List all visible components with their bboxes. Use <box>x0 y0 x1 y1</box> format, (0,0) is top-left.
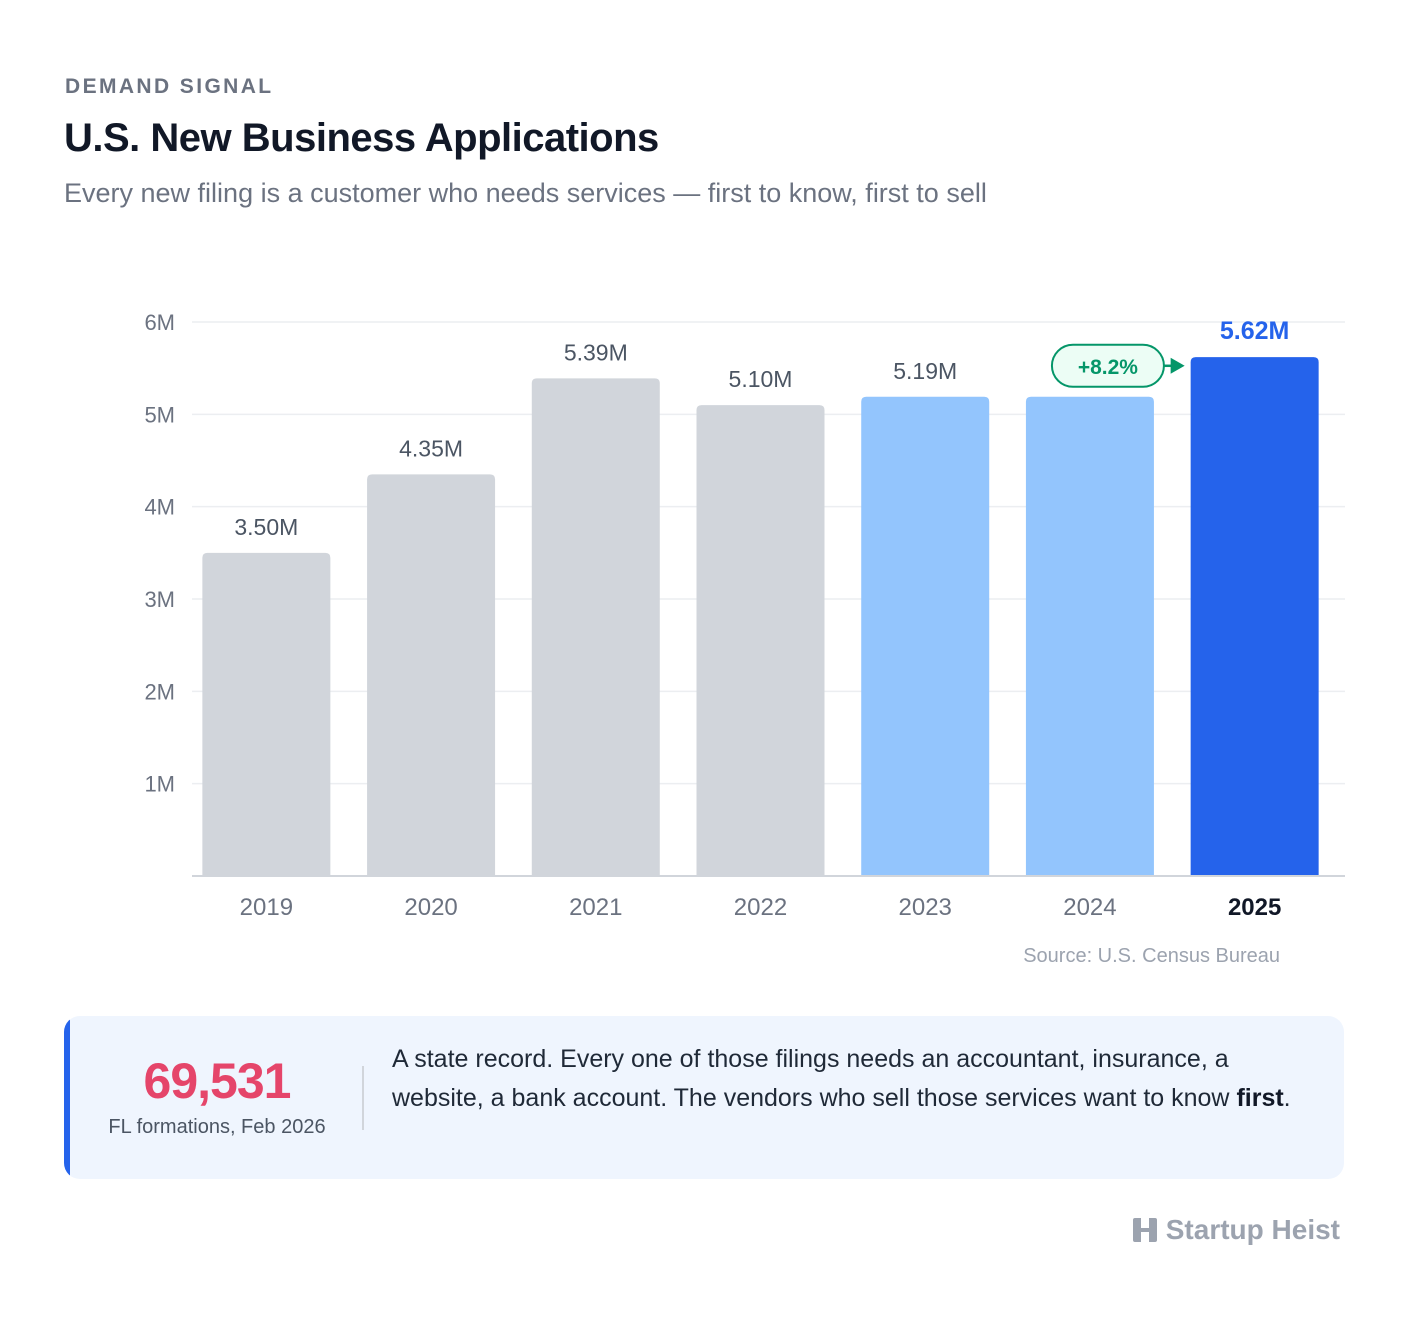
callout-text-main: A state record. Every one of those filin… <box>392 1045 1237 1112</box>
bar-2020 <box>367 474 496 876</box>
callout-text: A state record. Every one of those filin… <box>392 1040 1322 1118</box>
bar-2019 <box>202 552 331 876</box>
callout-text-bold: first <box>1236 1084 1284 1112</box>
brand-logo: Startup Heist <box>1132 1214 1340 1246</box>
bar-2025 <box>1190 357 1319 876</box>
growth-arrow-head <box>1170 357 1185 374</box>
brand-name: Startup Heist <box>1165 1214 1340 1245</box>
bar-chart: 1M 2M 3M 4M 5M 6M 3.50M 2019 4.35M 2020 5.39M 2021 5… <box>144 310 1345 921</box>
y-tick-label: 2M <box>144 679 175 704</box>
h-logo-icon <box>1132 1218 1157 1242</box>
x-tick-label: 2024 <box>1063 894 1116 921</box>
y-tick-label: 6M <box>144 310 175 335</box>
growth-badge-label: +8.2% <box>1078 356 1138 379</box>
y-tick-label: 1M <box>144 772 175 797</box>
eyebrow-label: DEMAND SIGNAL <box>65 75 274 98</box>
bar-value-label: 5.39M <box>564 339 628 365</box>
y-tick-label: 3M <box>144 587 175 612</box>
bar-value-label: 4.35M <box>399 435 463 461</box>
bar-value-label: 3.50M <box>234 514 298 540</box>
bar-2023 <box>861 396 990 876</box>
x-tick-label: 2020 <box>404 894 457 921</box>
callout-accent-bar <box>64 1016 70 1179</box>
callout-divider <box>362 1066 364 1130</box>
x-tick-label: 2025 <box>1228 894 1281 921</box>
stat-callout: 69,531 FL formations, Feb 2026 A state r… <box>64 1016 1344 1179</box>
chart-subtitle: Every new filing is a customer who needs… <box>64 178 987 208</box>
bar-2022 <box>696 405 825 876</box>
stat-label: FL formations, Feb 2026 <box>108 1116 326 1138</box>
bar-2021 <box>531 378 660 876</box>
y-tick-label: 5M <box>144 402 175 427</box>
bar-value-label: 5.62M <box>1220 317 1289 345</box>
stat-value: 69,531 <box>143 1053 292 1109</box>
bar-value-label: 5.19M <box>893 358 957 384</box>
x-tick-label: 2023 <box>899 894 952 921</box>
source-note: Source: U.S. Census Bureau <box>1023 945 1280 967</box>
chart-title: U.S. New Business Applications <box>64 116 659 160</box>
x-tick-label: 2021 <box>569 894 622 921</box>
callout-text-end: . <box>1283 1084 1291 1112</box>
x-tick-label: 2022 <box>734 894 787 921</box>
bar-2024 <box>1025 396 1154 876</box>
bar-value-label: 5.10M <box>729 366 793 392</box>
x-tick-label: 2019 <box>240 894 293 921</box>
y-tick-label: 4M <box>144 495 175 520</box>
